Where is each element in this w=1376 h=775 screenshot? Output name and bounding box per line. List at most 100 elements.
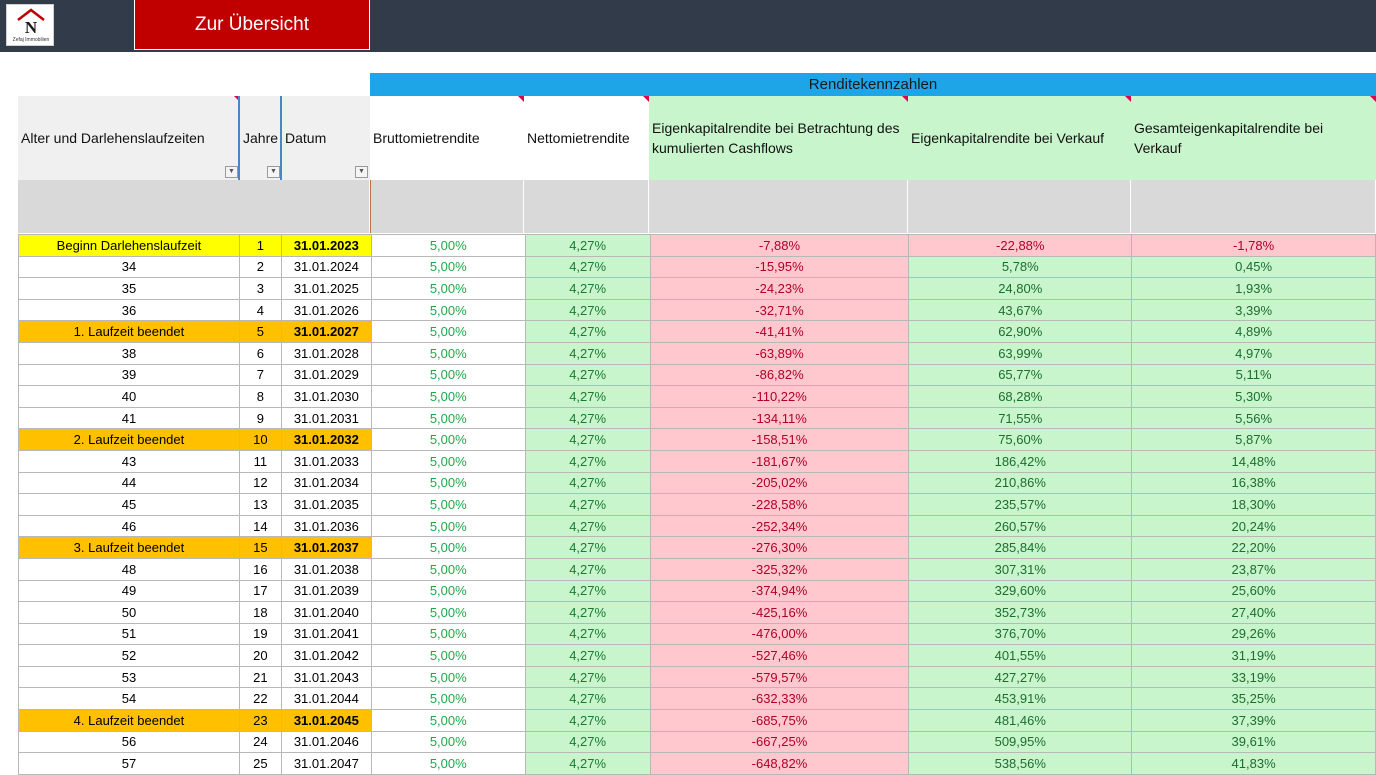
cell-year[interactable]: 5: [238, 320, 282, 343]
cell-ek-verkauf[interactable]: 329,60%: [908, 579, 1133, 603]
cell-age[interactable]: 2. Laufzeit beendet: [18, 428, 240, 451]
cell-age[interactable]: 46: [18, 514, 240, 538]
cell-nettomietrendite[interactable]: 4,27%: [524, 234, 651, 257]
cell-bruttomietrendite[interactable]: 5,00%: [370, 687, 526, 711]
cell-ek-verkauf[interactable]: 71,55%: [908, 406, 1133, 430]
cell-age[interactable]: 44: [18, 471, 240, 495]
cell-ek-cashflow[interactable]: -158,51%: [649, 428, 910, 451]
cell-nettomietrendite[interactable]: 4,27%: [524, 406, 651, 430]
cell-gesamt-ek[interactable]: 5,87%: [1131, 428, 1376, 451]
cell-age[interactable]: 53: [18, 665, 240, 689]
cell-date[interactable]: 31.01.2032: [280, 428, 372, 451]
cell-date[interactable]: 31.01.2034: [280, 471, 372, 495]
cell-bruttomietrendite[interactable]: 5,00%: [370, 557, 526, 581]
cell-date[interactable]: 31.01.2026: [280, 298, 372, 322]
cell-bruttomietrendite[interactable]: 5,00%: [370, 363, 526, 387]
cell-age[interactable]: 49: [18, 579, 240, 603]
column-header-datum[interactable]: Datum ▼: [282, 96, 370, 180]
cell-year[interactable]: 14: [238, 514, 282, 538]
cell-gesamt-ek[interactable]: 23,87%: [1131, 557, 1376, 581]
cell-nettomietrendite[interactable]: 4,27%: [524, 622, 651, 646]
cell-ek-cashflow[interactable]: -32,71%: [649, 298, 910, 322]
cell-year[interactable]: 3: [238, 277, 282, 300]
cell-bruttomietrendite[interactable]: 5,00%: [370, 514, 526, 538]
cell-bruttomietrendite[interactable]: 5,00%: [370, 449, 526, 473]
cell-year[interactable]: 18: [238, 601, 282, 624]
cell-gesamt-ek[interactable]: 1,93%: [1131, 277, 1376, 300]
cell-bruttomietrendite[interactable]: 5,00%: [370, 730, 526, 754]
cell-age[interactable]: 45: [18, 493, 240, 516]
cell-bruttomietrendite[interactable]: 5,00%: [370, 320, 526, 343]
column-header-nettomietrendite[interactable]: Nettomietrendite: [524, 96, 649, 180]
column-header-ek-cashflow[interactable]: Eigenkapitalrendite bei Betrachtung des …: [649, 96, 908, 180]
cell-ek-cashflow[interactable]: -205,02%: [649, 471, 910, 495]
cell-year[interactable]: 15: [238, 536, 282, 559]
cell-ek-cashflow[interactable]: -425,16%: [649, 601, 910, 624]
cell-date[interactable]: 31.01.2025: [280, 277, 372, 300]
cell-bruttomietrendite[interactable]: 5,00%: [370, 277, 526, 300]
cell-year[interactable]: 25: [238, 752, 282, 775]
cell-ek-verkauf[interactable]: 62,90%: [908, 320, 1133, 343]
cell-gesamt-ek[interactable]: 39,61%: [1131, 730, 1376, 754]
cell-ek-verkauf[interactable]: 376,70%: [908, 622, 1133, 646]
cell-age[interactable]: 52: [18, 644, 240, 667]
cell-date[interactable]: 31.01.2036: [280, 514, 372, 538]
cell-gesamt-ek[interactable]: 14,48%: [1131, 449, 1376, 473]
cell-nettomietrendite[interactable]: 4,27%: [524, 557, 651, 581]
cell-gesamt-ek[interactable]: 37,39%: [1131, 709, 1376, 732]
cell-ek-verkauf[interactable]: 481,46%: [908, 709, 1133, 732]
cell-ek-cashflow[interactable]: -228,58%: [649, 493, 910, 516]
cell-ek-verkauf[interactable]: 453,91%: [908, 687, 1133, 711]
cell-age[interactable]: Beginn Darlehenslaufzeit: [18, 234, 240, 257]
cell-nettomietrendite[interactable]: 4,27%: [524, 601, 651, 624]
cell-gesamt-ek[interactable]: 18,30%: [1131, 493, 1376, 516]
cell-ek-verkauf[interactable]: 210,86%: [908, 471, 1133, 495]
cell-gesamt-ek[interactable]: 33,19%: [1131, 665, 1376, 689]
cell-ek-verkauf[interactable]: 75,60%: [908, 428, 1133, 451]
cell-year[interactable]: 13: [238, 493, 282, 516]
cell-gesamt-ek[interactable]: 0,45%: [1131, 255, 1376, 279]
cell-date[interactable]: 31.01.2024: [280, 255, 372, 279]
cell-ek-verkauf[interactable]: 43,67%: [908, 298, 1133, 322]
cell-year[interactable]: 22: [238, 687, 282, 711]
cell-nettomietrendite[interactable]: 4,27%: [524, 536, 651, 559]
cell-bruttomietrendite[interactable]: 5,00%: [370, 644, 526, 667]
cell-bruttomietrendite[interactable]: 5,00%: [370, 601, 526, 624]
cell-gesamt-ek[interactable]: 27,40%: [1131, 601, 1376, 624]
cell-ek-verkauf[interactable]: 352,73%: [908, 601, 1133, 624]
cell-bruttomietrendite[interactable]: 5,00%: [370, 665, 526, 689]
cell-year[interactable]: 6: [238, 341, 282, 365]
cell-gesamt-ek[interactable]: 3,39%: [1131, 298, 1376, 322]
cell-year[interactable]: 20: [238, 644, 282, 667]
cell-nettomietrendite[interactable]: 4,27%: [524, 471, 651, 495]
cell-ek-verkauf[interactable]: -22,88%: [908, 234, 1133, 257]
company-logo[interactable]: N Zefaj Immobilien: [6, 4, 54, 46]
cell-bruttomietrendite[interactable]: 5,00%: [370, 298, 526, 322]
cell-ek-cashflow[interactable]: -63,89%: [649, 341, 910, 365]
cell-nettomietrendite[interactable]: 4,27%: [524, 363, 651, 387]
cell-age[interactable]: 43: [18, 449, 240, 473]
cell-date[interactable]: 31.01.2044: [280, 687, 372, 711]
cell-year[interactable]: 8: [238, 385, 282, 408]
cell-year[interactable]: 12: [238, 471, 282, 495]
cell-year[interactable]: 16: [238, 557, 282, 581]
cell-bruttomietrendite[interactable]: 5,00%: [370, 385, 526, 408]
cell-age[interactable]: 39: [18, 363, 240, 387]
cell-ek-verkauf[interactable]: 65,77%: [908, 363, 1133, 387]
cell-age[interactable]: 48: [18, 557, 240, 581]
cell-nettomietrendite[interactable]: 4,27%: [524, 320, 651, 343]
cell-ek-verkauf[interactable]: 538,56%: [908, 752, 1133, 775]
cell-date[interactable]: 31.01.2027: [280, 320, 372, 343]
cell-ek-verkauf[interactable]: 5,78%: [908, 255, 1133, 279]
cell-year[interactable]: 2: [238, 255, 282, 279]
cell-date[interactable]: 31.01.2031: [280, 406, 372, 430]
cell-date[interactable]: 31.01.2038: [280, 557, 372, 581]
cell-ek-verkauf[interactable]: 63,99%: [908, 341, 1133, 365]
cell-nettomietrendite[interactable]: 4,27%: [524, 665, 651, 689]
cell-date[interactable]: 31.01.2040: [280, 601, 372, 624]
cell-ek-cashflow[interactable]: -579,57%: [649, 665, 910, 689]
cell-year[interactable]: 7: [238, 363, 282, 387]
cell-nettomietrendite[interactable]: 4,27%: [524, 579, 651, 603]
cell-ek-cashflow[interactable]: -685,75%: [649, 709, 910, 732]
cell-age[interactable]: 56: [18, 730, 240, 754]
